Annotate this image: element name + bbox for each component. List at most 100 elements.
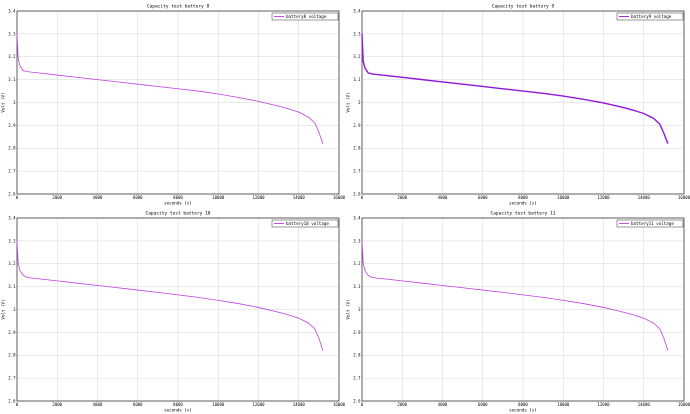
y-tick-label: 2.6 (353, 191, 361, 196)
y-tick-label: 2.6 (353, 398, 361, 403)
y-tick-label: 3.3 (353, 31, 361, 36)
legend-box (616, 219, 684, 228)
x-axis-label: seconds (s) (509, 201, 537, 206)
y-tick-label: 3.2 (353, 54, 361, 59)
chart-panel-battery8: Capacity test battery 8 0 2000 4000 6000 8000… (0, 0, 346, 207)
plot-frame (361, 217, 685, 402)
y-tick-label: 3.4 (8, 8, 16, 13)
y-tick-label: 3 (358, 307, 361, 312)
y-axis-label: Volt (V) (1, 92, 6, 112)
legend-box (616, 12, 684, 21)
y-tick-label: 3.1 (353, 284, 361, 289)
y-tick-label: 3 (13, 100, 16, 105)
x-tick-label: 8000 (518, 402, 528, 407)
y-axis-label: Volt (V) (346, 92, 351, 112)
chart-panel-battery11: Capacity test battery 11 0 2000 4000 6000 800… (345, 207, 690, 414)
x-tick-label: 14000 (638, 195, 651, 200)
y-tick-label: 2.9 (8, 330, 16, 335)
x-tick-label: 10000 (557, 402, 570, 407)
x-tick-label: 14000 (293, 402, 306, 407)
y-tick-label: 3 (358, 100, 361, 105)
y-tick-label: 3.2 (8, 261, 16, 266)
series-line (16, 240, 324, 351)
legend-label: battery8 voltage (286, 14, 327, 19)
chart-title: Capacity test battery 9 (492, 4, 555, 10)
x-tick-label: 0 (361, 195, 364, 200)
chart-svg: Capacity test battery 8 0 2000 4000 6000 8000… (1, 4, 346, 206)
y-tick-label: 3.3 (353, 238, 361, 243)
y-axis-label: Volt (V) (1, 299, 6, 319)
x-tick-label: 10000 (212, 195, 225, 200)
y-tick-label: 2.6 (8, 191, 16, 196)
x-tick-label: 10000 (557, 195, 570, 200)
x-tick-label: 6000 (133, 402, 143, 407)
y-tick-label: 3.2 (8, 54, 16, 59)
x-tick-label: 2000 (397, 402, 407, 407)
series-line (16, 33, 324, 144)
x-axis-label: seconds (s) (164, 408, 192, 413)
x-tick-label: 16000 (333, 402, 345, 407)
x-tick-label: 16000 (678, 402, 690, 407)
chart-title: Capacity test battery 8 (147, 4, 210, 10)
chart-svg: Capacity test battery 9 0 2000 4000 6000 8000… (346, 4, 690, 206)
chart-svg: Capacity test battery 11 0 2000 4000 6000 800… (346, 211, 690, 413)
x-tick-label: 12000 (252, 402, 265, 407)
y-tick-label: 2.8 (8, 353, 16, 358)
y-tick-label: 2.7 (8, 376, 16, 381)
x-tick-label: 4000 (438, 402, 448, 407)
x-tick-label: 12000 (252, 195, 265, 200)
x-tick-label: 0 (16, 195, 19, 200)
y-tick-label: 3.3 (8, 31, 16, 36)
x-tick-label: 12000 (597, 195, 610, 200)
y-tick-label: 3.4 (8, 215, 16, 220)
y-tick-label: 3 (13, 307, 16, 312)
legend-label: battery11 voltage (631, 221, 674, 226)
x-tick-label: 12000 (597, 402, 610, 407)
x-tick-label: 16000 (678, 195, 690, 200)
chart-title: Capacity test battery 10 (145, 211, 210, 217)
y-tick-label: 3.2 (353, 261, 361, 266)
x-tick-label: 2000 (52, 402, 62, 407)
chart-panel-battery9: Capacity test battery 9 0 2000 4000 6000 8000… (345, 0, 690, 207)
y-tick-label: 2.7 (353, 169, 361, 174)
x-tick-label: 6000 (478, 402, 488, 407)
y-axis-label: Volt (V) (346, 299, 351, 319)
y-tick-label: 3.1 (353, 77, 361, 82)
x-tick-label: 4000 (93, 195, 103, 200)
x-tick-label: 8000 (518, 195, 528, 200)
y-tick-label: 2.7 (8, 169, 16, 174)
y-tick-label: 2.9 (353, 123, 361, 128)
legend-box (271, 219, 339, 228)
chart-panel-battery10: Capacity test battery 10 0 2000 4000 6000 800… (0, 207, 346, 414)
x-tick-label: 6000 (478, 195, 488, 200)
legend-label: battery9 voltage (631, 14, 672, 19)
y-tick-label: 2.8 (353, 353, 361, 358)
legend-box (271, 12, 339, 21)
x-tick-label: 4000 (93, 402, 103, 407)
y-tick-label: 2.8 (8, 146, 16, 151)
x-axis-label: seconds (s) (509, 408, 537, 413)
x-tick-label: 10000 (212, 402, 225, 407)
y-tick-label: 2.9 (8, 123, 16, 128)
x-axis-label: seconds (s) (164, 201, 192, 206)
y-tick-label: 3.4 (353, 8, 361, 13)
x-tick-label: 2000 (397, 195, 407, 200)
plot-frame (16, 217, 340, 402)
y-tick-label: 3.3 (8, 238, 16, 243)
x-tick-label: 8000 (173, 195, 183, 200)
chart-svg: Capacity test battery 10 0 2000 4000 6000 800… (1, 211, 346, 413)
y-tick-label: 3.4 (353, 215, 361, 220)
legend-label: battery10 voltage (286, 221, 329, 226)
x-tick-label: 14000 (293, 195, 306, 200)
y-tick-label: 2.6 (8, 398, 16, 403)
x-tick-label: 0 (16, 402, 19, 407)
y-tick-label: 3.1 (8, 284, 16, 289)
x-tick-label: 8000 (173, 402, 183, 407)
x-tick-label: 0 (361, 402, 364, 407)
plot-frame (16, 10, 340, 195)
x-tick-label: 6000 (133, 195, 143, 200)
y-tick-label: 2.8 (353, 146, 361, 151)
series-line (361, 33, 669, 144)
chart-title: Capacity test battery 11 (490, 211, 555, 217)
x-tick-label: 4000 (438, 195, 448, 200)
